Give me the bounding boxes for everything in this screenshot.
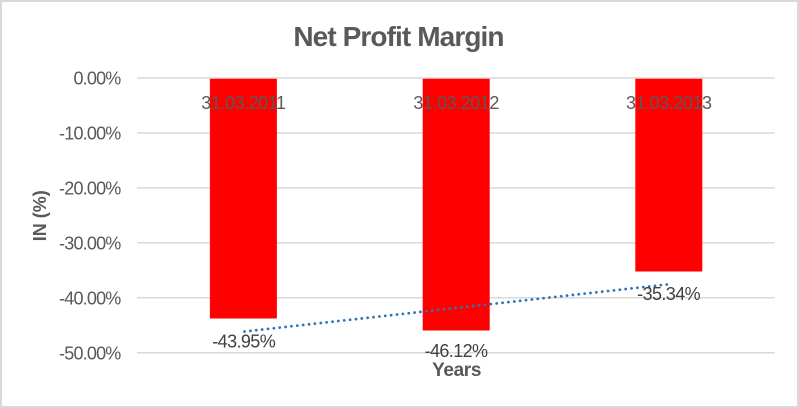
svg-text:31.03.2012: 31.03.2012 xyxy=(413,93,499,113)
svg-text:-43.95%: -43.95% xyxy=(212,332,275,352)
svg-text:-10.00%: -10.00% xyxy=(59,124,121,144)
svg-text:Years: Years xyxy=(432,360,481,381)
svg-text:Net Profit Margin: Net Profit Margin xyxy=(293,21,503,52)
svg-text:-50.00%: -50.00% xyxy=(59,344,121,364)
svg-text:0.00%: 0.00% xyxy=(73,69,121,89)
svg-text:-46.12%: -46.12% xyxy=(425,341,488,361)
svg-text:IN (%): IN (%) xyxy=(30,190,50,241)
svg-text:-35.34%: -35.34% xyxy=(637,284,700,304)
svg-text:-20.00%: -20.00% xyxy=(59,179,121,199)
svg-text:31.03.2011: 31.03.2011 xyxy=(201,93,286,113)
svg-text:-40.00%: -40.00% xyxy=(59,289,121,309)
svg-text:31.03.2013: 31.03.2013 xyxy=(626,93,712,113)
svg-text:-30.00%: -30.00% xyxy=(59,234,121,254)
